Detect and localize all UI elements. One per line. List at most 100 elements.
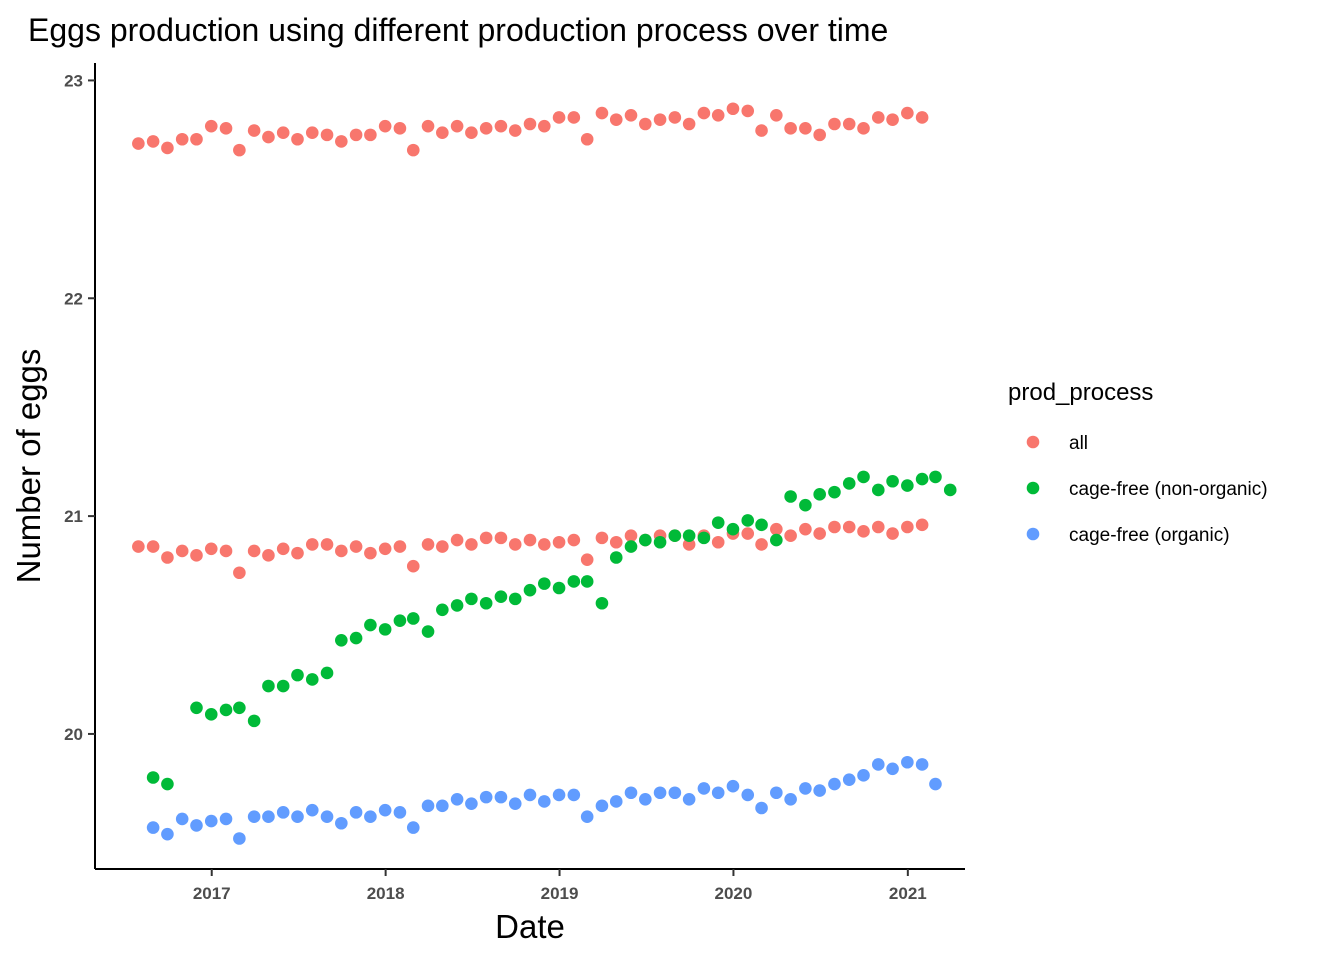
point-cage-free-organic	[857, 769, 870, 782]
point-all	[190, 549, 203, 562]
point-cage-free-organic	[320, 810, 334, 824]
point-cage-free-non-organic	[479, 596, 493, 610]
point-cage-free-non-organic	[465, 592, 478, 606]
point-all	[639, 117, 652, 131]
y-tick-label: 22	[64, 289, 83, 308]
point-all	[567, 111, 581, 124]
point-all	[494, 531, 508, 545]
point-cage-free-non-organic	[508, 592, 522, 606]
x-axis-title: Date	[495, 908, 565, 945]
point-cage-free-organic	[479, 790, 493, 804]
point-all	[682, 117, 696, 131]
point-all	[770, 108, 783, 122]
point-cage-free-non-organic	[421, 625, 435, 638]
point-all	[552, 535, 566, 549]
point-all	[857, 122, 870, 135]
point-all	[291, 546, 304, 560]
point-cage-free-organic	[406, 821, 420, 834]
point-all	[305, 126, 319, 140]
point-all	[132, 540, 145, 553]
x-tick-label: 2018	[367, 884, 405, 903]
point-all	[580, 132, 594, 146]
point-all	[450, 119, 464, 133]
point-all	[755, 538, 768, 551]
point-cage-free-organic	[335, 816, 348, 830]
point-cage-free-non-organic	[276, 679, 290, 693]
point-all	[406, 559, 420, 573]
point-cage-free-organic	[161, 827, 174, 841]
point-all	[799, 522, 812, 536]
point-cage-free-organic	[523, 788, 537, 802]
point-cage-free-organic	[901, 755, 914, 769]
point-cage-free-non-organic	[523, 583, 537, 597]
point-cage-free-organic	[233, 832, 246, 845]
point-cage-free-non-organic	[262, 679, 275, 693]
point-cage-free-organic	[204, 814, 218, 828]
point-all	[523, 533, 537, 547]
point-cage-free-organic	[552, 788, 566, 802]
x-tick-label: 2021	[889, 884, 927, 903]
point-all	[886, 113, 899, 126]
point-cage-free-non-organic	[320, 666, 334, 680]
point-cage-free-non-organic	[393, 614, 407, 627]
point-all	[828, 520, 841, 534]
point-all	[262, 549, 275, 562]
point-all	[291, 132, 304, 146]
point-cage-free-non-organic	[901, 479, 914, 492]
point-cage-free-non-organic	[609, 551, 623, 564]
point-all	[770, 522, 783, 536]
point-cage-free-non-organic	[364, 618, 377, 632]
point-cage-free-organic	[871, 758, 885, 771]
point-cage-free-non-organic	[233, 701, 246, 715]
point-cage-free-non-organic	[219, 703, 233, 717]
point-cage-free-organic	[755, 801, 768, 815]
point-all	[393, 540, 407, 553]
point-cage-free-organic	[219, 812, 233, 826]
y-axis-title: Number of eggs	[10, 349, 47, 584]
point-cage-free-organic	[639, 792, 652, 806]
point-all	[378, 542, 392, 556]
point-cage-free-organic	[349, 806, 363, 819]
point-all	[276, 542, 290, 556]
point-cage-free-non-organic	[494, 590, 508, 604]
x-tick-label: 2017	[193, 884, 231, 903]
point-all	[465, 126, 478, 140]
point-all	[552, 111, 566, 124]
point-cage-free-non-organic	[886, 474, 899, 488]
point-cage-free-non-organic	[770, 533, 783, 547]
legend-items: all cage-free (non-organic) cage-free (org…	[1026, 433, 1268, 546]
point-all	[262, 130, 275, 144]
legend-label: all	[1069, 433, 1088, 454]
point-all	[595, 531, 609, 545]
point-cage-free-organic	[436, 799, 449, 813]
point-all	[161, 551, 174, 564]
point-cage-free-organic	[393, 806, 407, 819]
x-tick-label: 2020	[715, 884, 753, 903]
point-cage-free-non-organic	[190, 701, 203, 715]
point-cage-free-non-organic	[813, 488, 826, 501]
point-cage-free-organic	[421, 799, 435, 813]
point-cage-free-organic	[842, 773, 856, 786]
point-cage-free-organic	[770, 786, 783, 800]
point-all	[247, 124, 261, 137]
point-cage-free-organic	[799, 782, 812, 795]
point-all	[523, 117, 537, 131]
point-all	[320, 128, 334, 142]
point-all	[915, 518, 929, 532]
point-all	[886, 527, 899, 540]
point-all	[349, 540, 363, 553]
point-cage-free-non-organic	[204, 708, 218, 721]
point-cage-free-organic	[682, 792, 696, 806]
point-cage-free-organic	[190, 819, 203, 832]
point-cage-free-organic	[580, 810, 594, 824]
point-cage-free-organic	[537, 795, 551, 808]
point-all	[624, 108, 638, 122]
point-all	[784, 122, 797, 135]
point-cage-free-organic	[291, 810, 304, 824]
point-all	[609, 113, 623, 126]
point-cage-free-non-organic	[697, 531, 711, 545]
legend-key	[1026, 435, 1040, 449]
point-all	[378, 119, 392, 133]
point-all	[233, 143, 246, 157]
point-cage-free-non-organic	[537, 577, 551, 590]
